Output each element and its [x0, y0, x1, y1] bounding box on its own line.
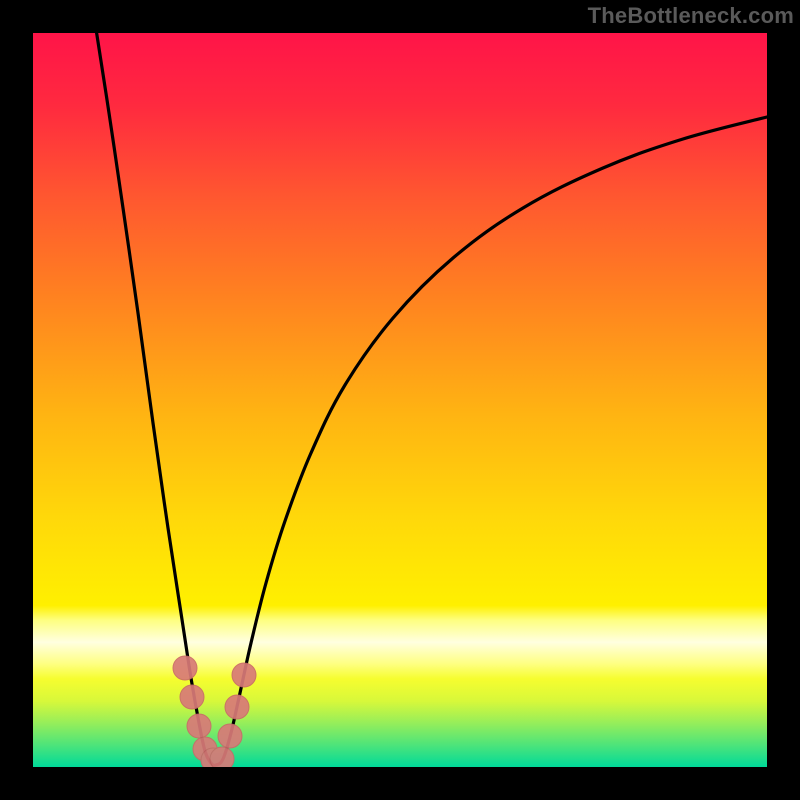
- curve-layer: [33, 33, 767, 767]
- outer-frame: TheBottleneck.com: [0, 0, 800, 800]
- marker-group: [173, 656, 256, 767]
- plot-area: [33, 33, 767, 767]
- marker-dot: [173, 656, 197, 680]
- marker-dot: [180, 685, 204, 709]
- marker-dot: [232, 663, 256, 687]
- marker-dot: [218, 724, 242, 748]
- marker-dot: [187, 714, 211, 738]
- marker-dot: [210, 747, 234, 767]
- marker-dot: [225, 695, 249, 719]
- watermark-text: TheBottleneck.com: [588, 3, 794, 29]
- bottleneck-curve: [96, 33, 767, 765]
